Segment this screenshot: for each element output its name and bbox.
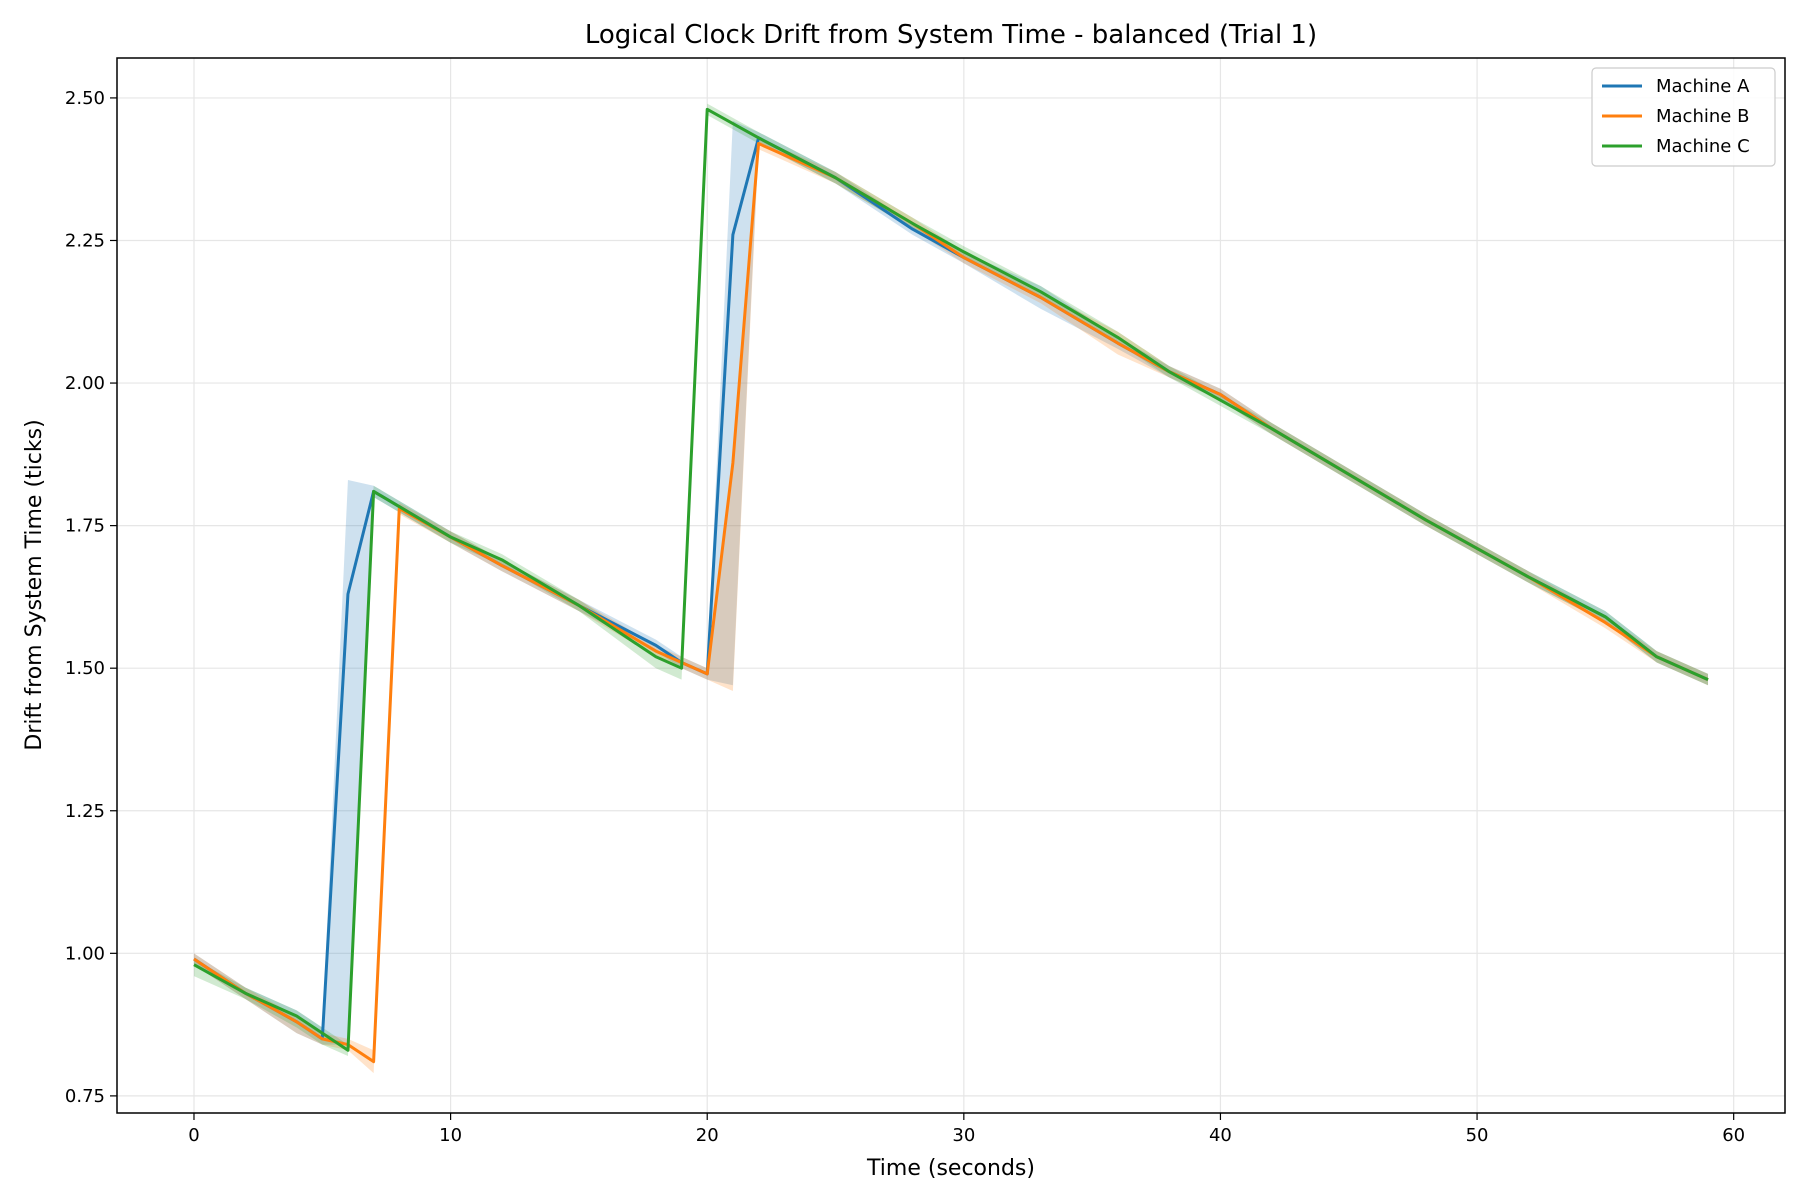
x-tick-label: 0 bbox=[188, 1125, 199, 1146]
grid bbox=[117, 58, 1785, 1113]
y-tick-label: 1.50 bbox=[65, 658, 105, 679]
series-band-0 bbox=[193, 120, 1709, 1045]
legend-label-0: Machine A bbox=[1656, 76, 1750, 97]
y-axis-label: Drift from System Time (ticks) bbox=[22, 419, 47, 750]
x-tick-label: 20 bbox=[696, 1125, 719, 1146]
chart-title: Logical Clock Drift from System Time - b… bbox=[585, 20, 1317, 50]
plot-frame bbox=[116, 57, 1786, 1114]
x-tick-label: 60 bbox=[1722, 1125, 1745, 1146]
y-tick-label: 2.00 bbox=[65, 373, 105, 394]
legend-label-2: Machine C bbox=[1656, 136, 1750, 157]
y-tick-label: 1.00 bbox=[65, 943, 105, 964]
legend-box bbox=[1591, 67, 1776, 167]
x-tick-label: 30 bbox=[952, 1125, 975, 1146]
x-tick-label: 10 bbox=[439, 1125, 462, 1146]
x-tick-label: 40 bbox=[1209, 1125, 1232, 1146]
y-tick-label: 0.75 bbox=[65, 1086, 105, 1107]
y-tick-label: 2.50 bbox=[65, 88, 105, 109]
y-axis-ticks: 0.75 1.00 1.25 1.50 1.75 2.00 2.25 2.50 bbox=[65, 88, 117, 1107]
x-axis-label: Time (seconds) bbox=[866, 1156, 1035, 1181]
y-tick-label: 1.25 bbox=[65, 801, 105, 822]
series-lines bbox=[193, 107, 1709, 1064]
series-line-2 bbox=[193, 107, 1709, 1052]
legend: Machine A Machine B Machine C bbox=[1591, 67, 1776, 167]
y-tick-label: 2.25 bbox=[65, 230, 105, 251]
x-tick-label: 50 bbox=[1466, 1125, 1489, 1146]
y-tick-label: 1.75 bbox=[65, 516, 105, 537]
legend-label-1: Machine B bbox=[1656, 106, 1749, 127]
x-axis-ticks: 0 10 20 30 40 50 60 bbox=[188, 1113, 1745, 1146]
series-bands bbox=[193, 103, 1709, 1074]
